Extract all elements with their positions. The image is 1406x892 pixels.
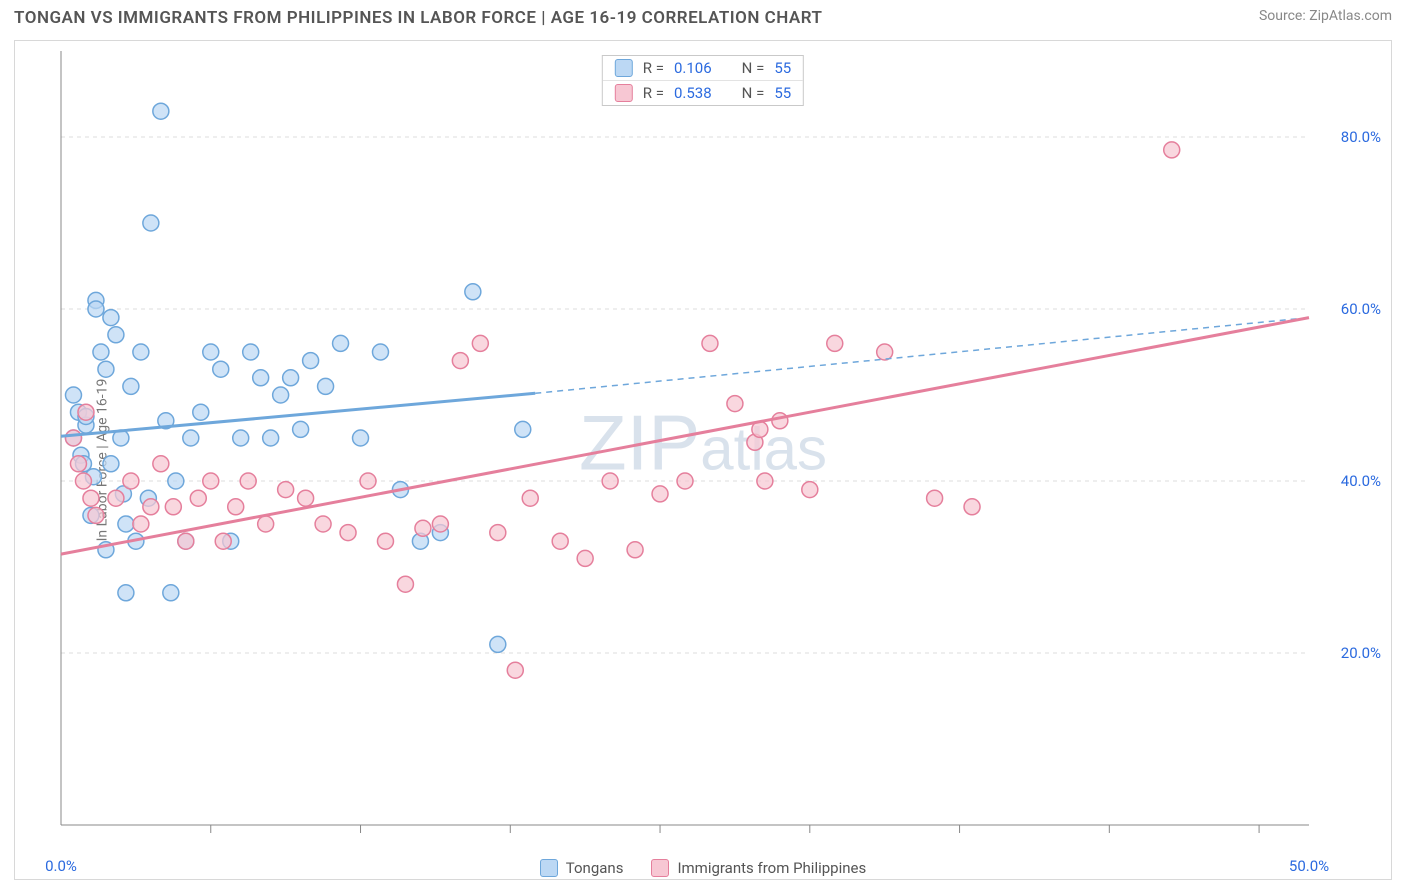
legend-r-value: 0.106 bbox=[674, 59, 712, 77]
y-tick-label: 20.0% bbox=[1341, 644, 1381, 662]
y-tick-label: 60.0% bbox=[1341, 300, 1381, 318]
chart-title: TONGAN VS IMMIGRANTS FROM PHILIPPINES IN… bbox=[14, 8, 823, 28]
x-tick-label: 50.0% bbox=[1289, 857, 1329, 875]
source-link[interactable]: ZipAtlas.com bbox=[1309, 8, 1392, 24]
legend-r-value: 0.538 bbox=[674, 84, 712, 102]
legend-n-label: N = bbox=[742, 84, 765, 102]
legend-swatch bbox=[615, 59, 633, 77]
legend-swatch bbox=[615, 84, 633, 102]
legend-r-label: R = bbox=[643, 84, 664, 102]
y-tick-label: 80.0% bbox=[1341, 128, 1381, 146]
bottom-legend-item: Tongans bbox=[540, 859, 624, 877]
scatter-chart bbox=[15, 41, 1391, 879]
legend-stats-row: R = 0.538 N = 55 bbox=[603, 80, 803, 105]
legend-r-label: R = bbox=[643, 59, 664, 77]
legend-stats-row: R = 0.106 N = 55 bbox=[603, 56, 803, 80]
source-label: Source: bbox=[1259, 8, 1309, 24]
legend-label: Immigrants from Philippines bbox=[677, 859, 866, 877]
legend-stats-box: R = 0.106 N = 55 R = 0.538 N = 55 bbox=[602, 55, 804, 106]
bottom-legend-item: Immigrants from Philippines bbox=[651, 859, 866, 877]
x-tick-label: 0.0% bbox=[45, 857, 77, 875]
legend-swatch bbox=[540, 859, 558, 877]
y-tick-label: 40.0% bbox=[1341, 472, 1381, 490]
bottom-legend: Tongans Immigrants from Philippines bbox=[15, 859, 1391, 877]
chart-container: In Labor Force | Age 16-19 ZIPatlas R = … bbox=[14, 40, 1392, 880]
legend-swatch bbox=[651, 859, 669, 877]
source-attribution: Source: ZipAtlas.com bbox=[1259, 8, 1392, 24]
legend-n-value: 55 bbox=[774, 59, 791, 77]
legend-label: Tongans bbox=[566, 859, 624, 877]
legend-n-label: N = bbox=[742, 59, 765, 77]
legend-n-value: 55 bbox=[774, 84, 791, 102]
